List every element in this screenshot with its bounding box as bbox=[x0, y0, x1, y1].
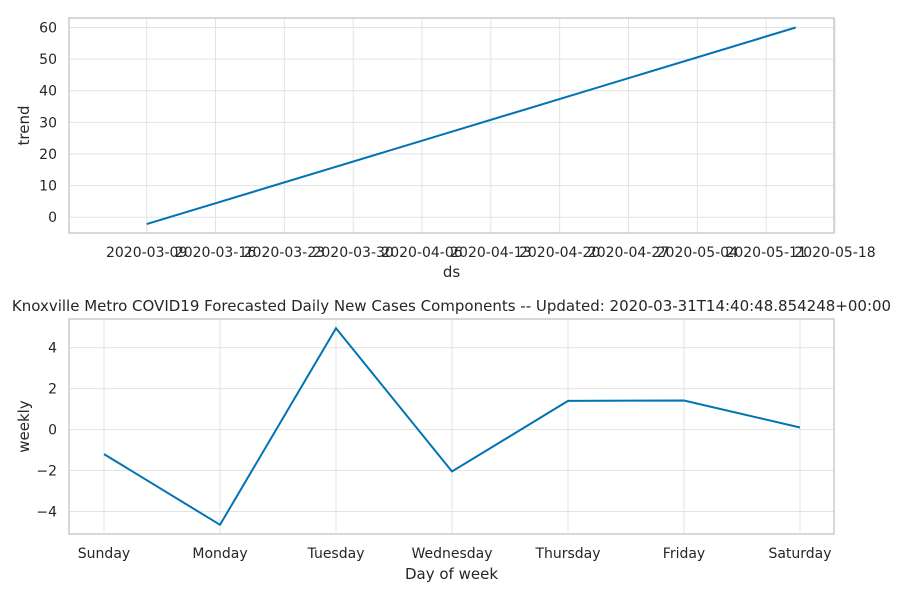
trend-y-ticks: 0 10 20 30 40 50 60 bbox=[39, 20, 57, 226]
trend-x-tick-label: 2020-05-11 bbox=[725, 245, 806, 261]
weekly-chart: Knoxville Metro COVID19 Forecasted Daily… bbox=[12, 297, 891, 583]
weekly-gridlines bbox=[69, 319, 834, 534]
trend-x-tick-label: 2020-05-04 bbox=[657, 245, 738, 261]
weekly-x-tick-label: Monday bbox=[192, 546, 247, 562]
trend-x-tick-label: 2020-04-20 bbox=[519, 245, 600, 261]
trend-x-ticks: 2020-03-092020-03-162020-03-232020-03-30… bbox=[106, 245, 876, 261]
trend-x-tick-label: 2020-03-30 bbox=[312, 245, 393, 261]
trend-x-tick-label: 2020-03-16 bbox=[175, 245, 256, 261]
trend-x-tick-label: 2020-03-09 bbox=[106, 245, 187, 261]
weekly-y-tick-label: 2 bbox=[48, 382, 57, 398]
trend-x-tick-label: 2020-05-18 bbox=[794, 245, 875, 261]
trend-y-tick-label: 60 bbox=[39, 20, 57, 36]
trend-x-tick-label: 2020-03-23 bbox=[244, 245, 325, 261]
weekly-chart-title: Knoxville Metro COVID19 Forecasted Daily… bbox=[12, 297, 891, 315]
trend-plot-frame bbox=[68, 17, 835, 234]
weekly-plot-frame bbox=[68, 318, 835, 535]
trend-y-tick-label: 0 bbox=[48, 210, 57, 226]
weekly-x-tick-label: Thursday bbox=[534, 546, 600, 562]
trend-y-tick-label: 40 bbox=[39, 84, 57, 100]
weekly-y-ticks: −4 −2 0 2 4 bbox=[36, 341, 57, 521]
trend-y-tick-label: 20 bbox=[39, 147, 57, 163]
trend-y-tick-label: 30 bbox=[39, 115, 57, 131]
trend-x-tick-label: 2020-04-13 bbox=[450, 245, 531, 261]
trend-x-tick-label: 2020-04-27 bbox=[588, 245, 669, 261]
trend-x-tick-label: 2020-04-06 bbox=[381, 245, 462, 261]
weekly-y-tick-label: −4 bbox=[36, 504, 57, 520]
trend-series-line bbox=[146, 26, 796, 226]
weekly-x-axis-label: Day of week bbox=[405, 565, 498, 583]
trend-x-axis-label: ds bbox=[443, 263, 461, 281]
weekly-series-line bbox=[103, 326, 801, 527]
weekly-y-tick-label: 0 bbox=[48, 423, 57, 439]
weekly-y-tick-label: −2 bbox=[36, 464, 57, 480]
weekly-y-tick-label: 4 bbox=[48, 341, 57, 357]
weekly-x-tick-label: Tuesday bbox=[307, 546, 365, 562]
weekly-x-tick-label: Sunday bbox=[78, 546, 130, 562]
trend-gridlines bbox=[69, 18, 836, 233]
trend-y-axis-label: trend bbox=[15, 106, 33, 146]
weekly-x-tick-label: Friday bbox=[663, 546, 705, 562]
weekly-x-tick-label: Wednesday bbox=[411, 546, 492, 562]
weekly-x-tick-label: Saturday bbox=[768, 546, 831, 562]
trend-y-tick-label: 50 bbox=[39, 52, 57, 68]
trend-y-tick-label: 10 bbox=[39, 179, 57, 195]
weekly-y-axis-label: weekly bbox=[15, 400, 33, 453]
weekly-x-ticks: Sunday Monday Tuesday Wednesday Thursday Frid… bbox=[78, 546, 832, 562]
